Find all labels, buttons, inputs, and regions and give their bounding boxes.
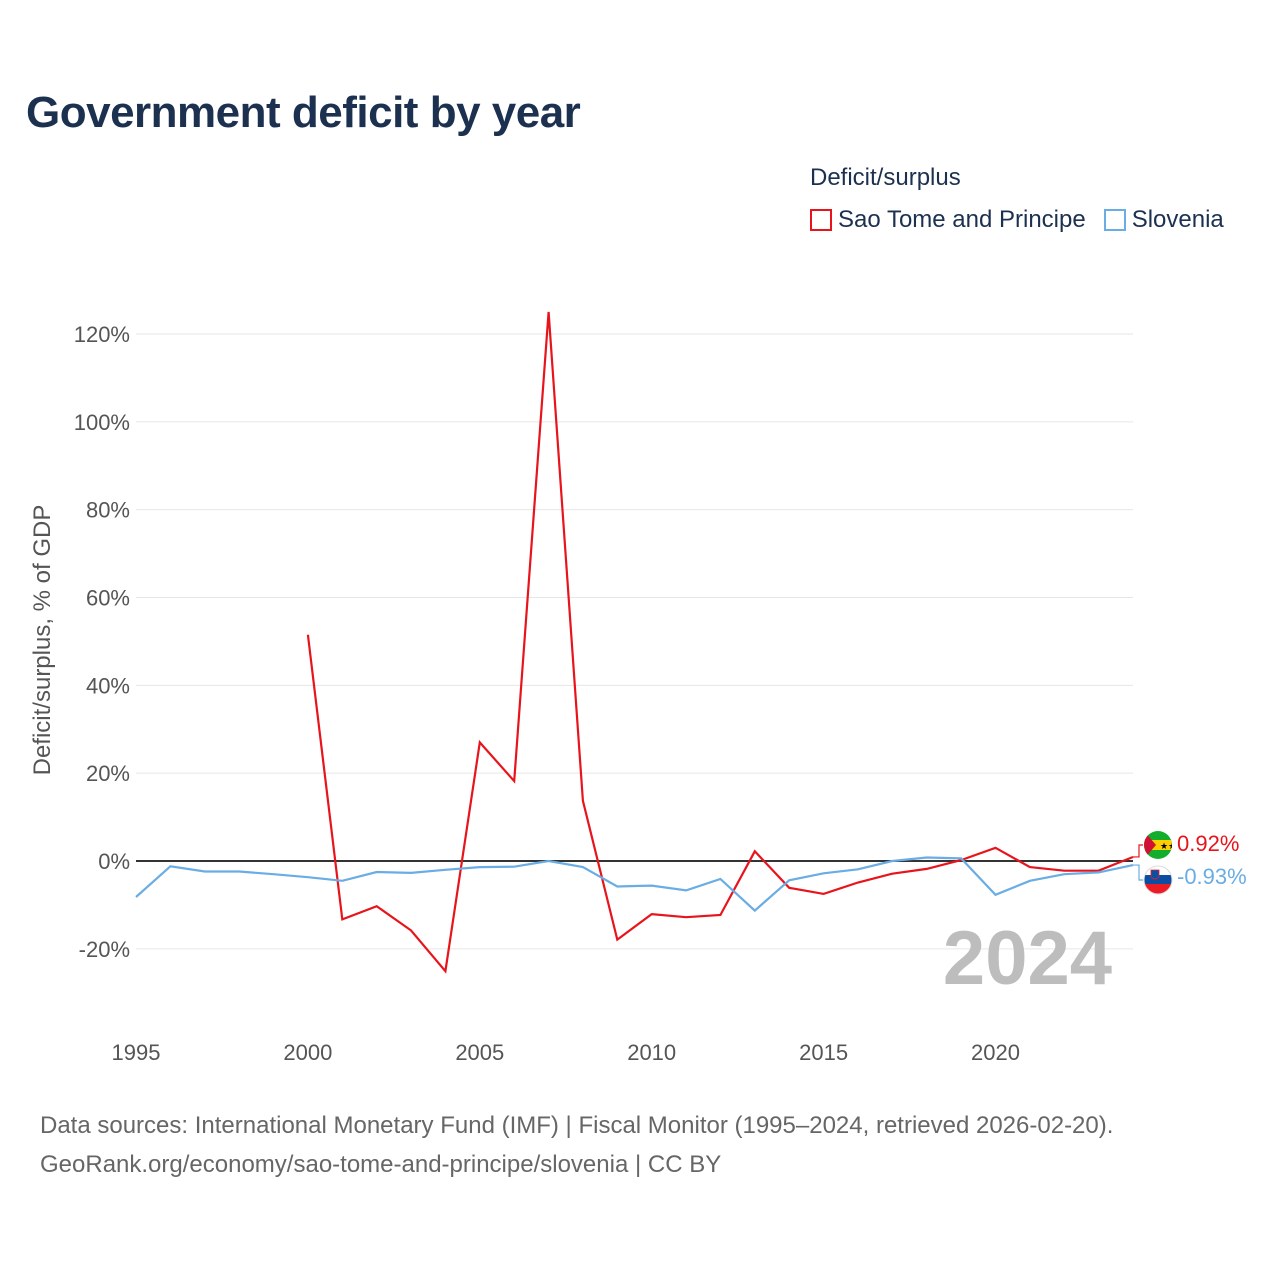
y-tick-label: 120% [74,322,130,347]
y-axis-label: Deficit/surplus, % of GDP [29,505,56,776]
y-tick-label: 20% [86,761,130,786]
legend-item-sao-tome[interactable]: Sao Tome and Principe [810,206,1086,234]
legend-item-slovenia[interactable]: Slovenia [1103,206,1224,234]
y-tick-label: 80% [86,498,130,523]
x-tick-label: 2015 [799,1040,848,1065]
y-tick-label: -20% [79,937,130,962]
legend-label-slovenia: Slovenia [1131,206,1224,233]
end-label-slovenia: -0.93% [1177,864,1247,889]
y-tick-label: 100% [74,410,130,435]
x-axis-ticks: 1995 2000 2005 2010 2015 2020 [112,1040,1020,1065]
legend-label-sao-tome: Sao Tome and Principe [838,206,1086,233]
connector-slovenia [1133,864,1143,881]
chart-title: Government deficit by year [26,88,581,137]
footer-sources: Data sources: International Monetary Fun… [40,1112,1114,1139]
sao-tome-flag-icon: ★★ [1144,831,1176,859]
x-tick-label: 1995 [112,1040,161,1065]
grid-lines [136,333,1133,950]
y-axis-ticks: -20% 0% 20% 40% 60% 80% 100% 120% [74,322,130,962]
footer-link: GeoRank.org/economy/sao-tome-and-princip… [40,1151,722,1178]
legend-swatch-slovenia [1103,209,1126,231]
legend-title: Deficit/surplus [810,164,961,191]
x-tick-label: 2020 [971,1040,1020,1065]
slovenia-flag-icon [1143,865,1173,895]
y-tick-label: 60% [86,586,130,611]
legend-swatch-sao-tome [810,209,832,231]
end-label-sao-tome: 0.92% [1177,831,1239,856]
series-line-sao-tome[interactable] [306,311,1134,974]
legend: Sao Tome and Principe Slovenia [810,206,1224,234]
x-tick-label: 2010 [627,1040,676,1065]
series-line-slovenia[interactable] [135,856,1134,913]
footer: Data sources: International Monetary Fun… [40,1106,1113,1184]
year-watermark: 2024 [943,916,1112,1001]
end-markers: ★★ 0.92% -0.93% [1133,831,1247,895]
y-tick-label: 0% [98,849,130,874]
series-lines [135,311,1134,974]
x-tick-label: 2005 [455,1040,504,1065]
y-tick-label: 40% [86,673,130,698]
svg-text:★★: ★★ [1160,842,1176,852]
connector-sao-tome [1133,844,1143,858]
x-tick-label: 2000 [283,1040,332,1065]
